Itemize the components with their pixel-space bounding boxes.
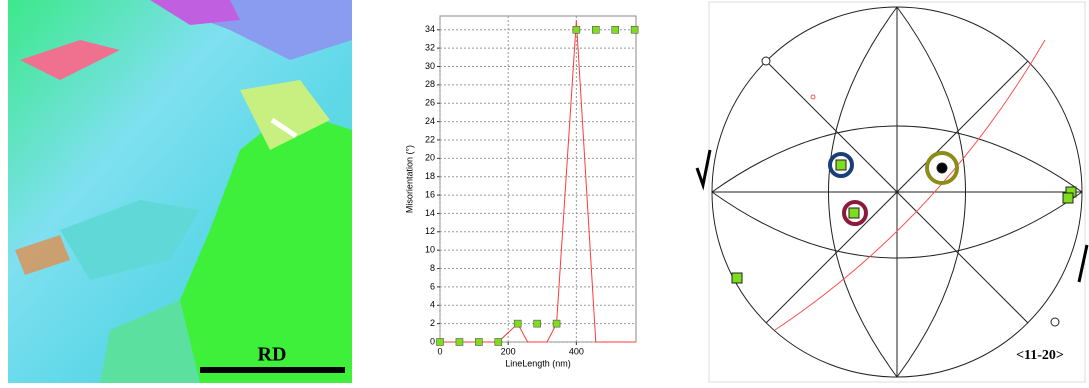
y-tick-label: 2 xyxy=(430,318,435,328)
scale-label: RD xyxy=(258,344,287,366)
marker xyxy=(630,25,639,34)
y-tick-label: 4 xyxy=(430,300,435,310)
marker xyxy=(552,319,561,328)
y-tick-label: 10 xyxy=(425,245,435,255)
x-tick-label: 200 xyxy=(501,346,516,356)
y-tick-label: 12 xyxy=(425,226,435,236)
y-tick-label: 34 xyxy=(425,24,435,34)
marker xyxy=(494,338,503,346)
y-tick-label: 8 xyxy=(430,263,435,273)
y-tick-label: 20 xyxy=(425,153,435,163)
plot-area xyxy=(439,15,637,343)
y-tick-label: 14 xyxy=(425,208,435,218)
y-tick-label: 22 xyxy=(425,134,435,144)
y-axis-label: Misorientation (°) xyxy=(404,145,414,213)
y-tick-label: 28 xyxy=(425,79,435,89)
y-tick-label: 24 xyxy=(425,116,435,126)
y-tick-label: 18 xyxy=(425,171,435,181)
ebsd-map: RD xyxy=(8,0,352,383)
pole-label: <11-20> xyxy=(1016,348,1064,363)
marker xyxy=(475,338,483,346)
x-axis-label: LineLength (nm) xyxy=(505,358,571,368)
y-tick-label: 26 xyxy=(425,98,435,108)
y-tick-label: 6 xyxy=(430,281,435,291)
marker xyxy=(533,319,541,328)
y-tick-label: 16 xyxy=(425,189,435,199)
marker xyxy=(513,319,522,328)
x-tick-label: 400 xyxy=(569,346,584,356)
marker xyxy=(436,338,444,346)
pole-figure: <11-20> xyxy=(695,1,1089,383)
x-tick-label: 0 xyxy=(437,346,442,356)
marker xyxy=(591,25,600,34)
y-tick-label: 32 xyxy=(425,43,435,53)
line xyxy=(440,20,636,343)
marker xyxy=(611,25,620,34)
marker xyxy=(572,25,581,34)
y-tick-label: 30 xyxy=(425,61,435,71)
y-tick-label: 0 xyxy=(430,336,435,346)
marker xyxy=(455,338,464,346)
